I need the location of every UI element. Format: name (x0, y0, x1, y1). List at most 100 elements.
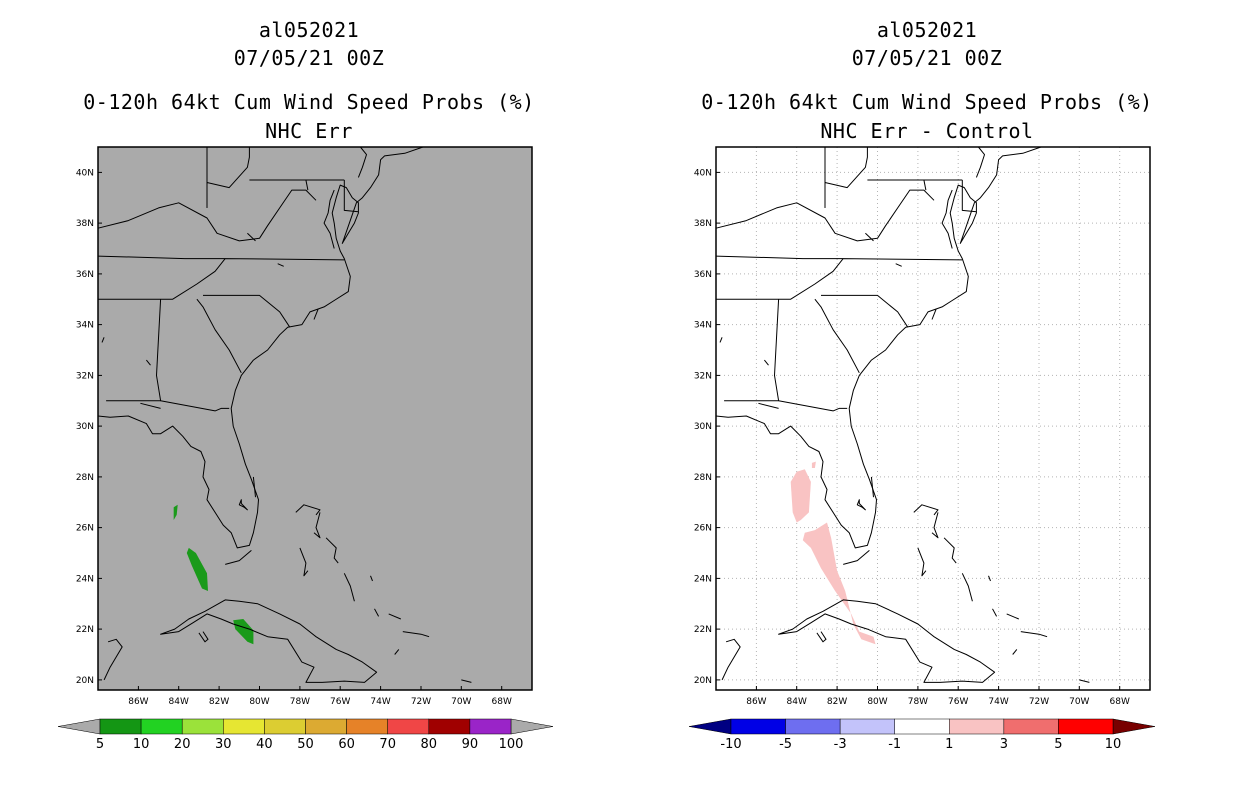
left-island (225, 550, 252, 565)
right-island (931, 512, 939, 539)
left-island (374, 608, 380, 617)
right-island (1006, 613, 1019, 620)
right-colorbar-bin (785, 718, 841, 735)
left-prob-area (186, 547, 208, 591)
left-colorbar-label: 30 (215, 737, 232, 752)
left-coastline (97, 146, 424, 549)
left-island (252, 476, 256, 498)
left-island (325, 537, 339, 564)
right-colorbar-label: 3 (1000, 737, 1008, 752)
left-datetime: 07/05/21 00Z (233, 46, 385, 70)
right-island (961, 573, 973, 602)
right-geography (715, 146, 1090, 683)
left-island (198, 631, 209, 643)
left-colorbar-label: 20 (174, 737, 191, 752)
right-colorbar-label: -5 (779, 737, 792, 752)
right-lon-label: 86W (746, 697, 766, 707)
right-colorbar-label: 5 (1054, 737, 1062, 752)
right-lat-label: 38N (694, 219, 712, 229)
right-colorbar-label: 10 (1105, 737, 1122, 752)
right-state-boundary (758, 402, 779, 409)
left-map-frame (97, 146, 533, 691)
left-island (394, 649, 400, 655)
left-lat-label: 34N (76, 321, 94, 331)
left-colorbar-bin (264, 718, 306, 735)
right-island (816, 631, 827, 643)
left-lake-okeechobee (238, 499, 248, 511)
left-lon-label: 74W (370, 697, 390, 707)
right-lat-label: 40N (694, 168, 712, 178)
right-state-boundary (923, 179, 927, 191)
right-chesapeake-bay (941, 189, 953, 249)
right-state-boundary (961, 180, 977, 213)
left-prob-area (173, 504, 178, 520)
left-island (370, 575, 373, 582)
right-island (870, 476, 874, 498)
left-island (461, 679, 472, 683)
right-coastline (715, 146, 1042, 549)
right-product-title: 0-120h 64kt Cum Wind Speed Probs (%) (701, 90, 1153, 114)
right-colorbar-bin (1003, 718, 1059, 735)
left-island (388, 613, 401, 620)
left-lat-label: 32N (76, 371, 94, 381)
left-lat-label: 22N (76, 625, 94, 635)
left-lon-label: 80W (249, 697, 269, 707)
left-lat-label: 26N (76, 524, 94, 534)
left-colorbar-under-arrow (57, 718, 101, 735)
left-colorbar-bin (181, 718, 224, 735)
right-state-boundary (975, 146, 985, 178)
right-island (917, 547, 927, 577)
right-prob-area (790, 469, 811, 523)
right-state-boundary (724, 299, 780, 402)
left-state-boundary (106, 299, 162, 402)
left-lon-label: 82W (209, 697, 229, 707)
left-colorbar-label: 50 (297, 737, 314, 752)
right-lon-label: 72W (1029, 697, 1049, 707)
left-island (247, 232, 256, 242)
left-lat-label: 20N (76, 676, 94, 686)
right-island (895, 263, 902, 267)
right-colorbar-bin (839, 718, 895, 735)
right-lon-label: 74W (988, 697, 1008, 707)
left-colorbar-label: 100 (499, 737, 524, 752)
left-island (313, 309, 319, 320)
right-state-boundary (715, 189, 935, 242)
right-colorbar: -10 -5 -3 -1 1 3 5 10 (688, 718, 1156, 752)
right-panel: al052021 07/05/21 00Z 0-120h 64kt Cum Wi… (618, 0, 1236, 800)
left-map: 40N 38N 36N 34N 32N 30N 28N 26N 24N 22N 20N 86W 84W 8… (57, 146, 554, 752)
right-cuba-coast (778, 599, 996, 683)
left-panel: al052021 07/05/21 00Z 0-120h 64kt Cum Wi… (57, 18, 554, 752)
left-lat-label: 24N (76, 574, 94, 584)
left-state-boundary (357, 146, 367, 178)
left-colorbar-label: 40 (256, 737, 273, 752)
left-island (313, 512, 321, 539)
right-lat-label: 28N (694, 473, 712, 483)
left-colorbar-bin (99, 718, 142, 735)
right-lon-label: 82W (827, 697, 847, 707)
right-island (931, 309, 937, 320)
left-lat-label: 36N (76, 270, 94, 280)
left-lat-label: 40N (76, 168, 94, 178)
left-colorbar-bin (469, 718, 512, 735)
right-lat-label: 20N (694, 676, 712, 686)
right-island (719, 337, 723, 343)
left-state-boundary (97, 189, 317, 242)
right-lat-label: 26N (694, 524, 712, 534)
right-lat-label: 22N (694, 625, 712, 635)
left-island (277, 263, 284, 267)
left-cuba-coast (160, 599, 378, 683)
left-lon-label: 72W (411, 697, 431, 707)
left-colorbar-bin (223, 718, 265, 735)
left-state-boundary (305, 179, 309, 191)
left-colorbar-over-arrow (510, 718, 554, 735)
left-lon-label: 84W (169, 697, 189, 707)
left-state-boundary (203, 294, 291, 328)
right-map-background (716, 147, 1150, 690)
right-island (865, 232, 874, 242)
right-lon-label: 84W (787, 697, 807, 707)
left-colorbar-bin (346, 718, 388, 735)
right-lat-label: 30N (694, 422, 712, 432)
left-subtitle: NHC Err (265, 119, 353, 143)
right-colorbar-label: -1 (888, 737, 901, 752)
left-colorbar-label: 70 (379, 737, 396, 752)
